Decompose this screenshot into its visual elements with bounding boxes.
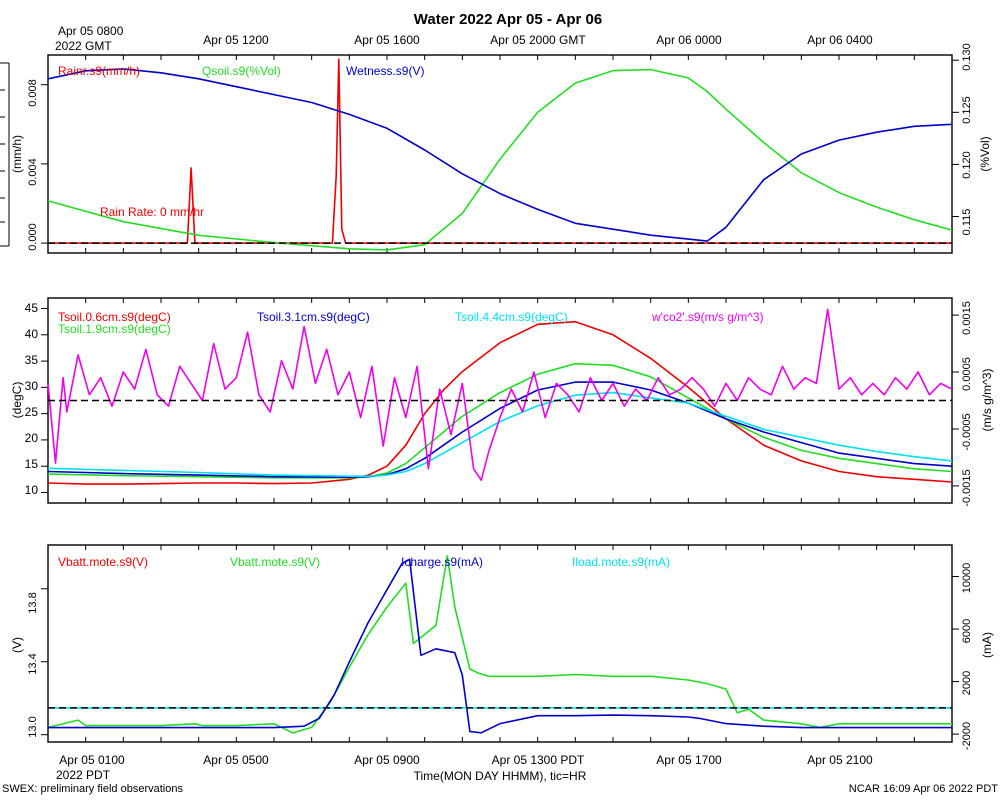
series-line-icharge-s9-ma-2 [48,558,952,734]
water-right-tick-label: 0.130 [961,43,973,71]
power-panel-ticks [41,545,959,742]
power-right-axis-label: (mA) [980,632,994,658]
bottom-axis-unit: 2022 PDT [56,768,111,782]
water-right-axis-label: (%Vol) [978,136,992,171]
temperature-right-axis-label: (m/s g/m^3) [980,369,994,432]
x-axis-label: Time(MON DAY HHMM), tic=HR [414,769,587,783]
temperature-right-tick-label: 0.0005 [961,357,973,391]
temperature-right-tick-label: -0.0005 [961,413,973,450]
temperature-left-tick-label: 10 [25,483,39,497]
power-right-tick-label: 2000 [961,671,973,695]
top-axis-label: Apr 05 2000 GMT [490,33,586,47]
power-right-tick-label: 10000 [961,563,973,594]
power-panel-frame [47,544,953,743]
water-right-tick-label: 0.125 [961,96,973,124]
legend-wco2: w'co2'.s9(m/s g/m^3) [651,310,764,324]
temperature-left-tick-label: 25 [25,405,39,419]
temperature-left-tick-label: 20 [25,431,39,445]
bottom-axis-label: Apr 05 0900 [354,753,420,767]
top-axis-label: Apr 06 0400 [807,33,873,47]
top-axis-label: Apr 06 0000 [656,33,722,47]
top-axis-label: Apr 05 1600 [354,33,420,47]
water-left-tick-label: 0.000 [27,223,39,251]
rain-rate-annotation: Rain Rate: 0 mm/hr [100,205,204,219]
water-left-tick-label: 0.004 [27,158,39,186]
power-left-tick-label: 13.0 [27,716,39,737]
bottom-axis-label: Apr 05 1300 PDT [492,753,585,767]
temperature-left-tick-label: 40 [25,327,39,341]
partial-left-frame [0,62,10,247]
chart-title: Water 2022 Apr 05 - Apr 06 [414,11,602,28]
water-left-tick-label: 0.008 [27,79,39,107]
water-right-tick-label: 0.115 [961,209,973,236]
series-line-w-co2-s9-m-s-g-m-3-4 [47,308,953,482]
power-right-tick-label: -2000 [961,722,973,750]
legend-wetness: Wetness.s9(V) [346,64,424,78]
power-right-tick-label: 6000 [961,619,973,643]
legend-vbatt-red: Vbatt.mote.s9(V) [58,555,148,569]
series-line-tsoil-3-1cm-s9-degc-2 [47,381,953,479]
power-panel: Vbatt.mote.s9(V) Vbatt.mote.s9(V) Icharg… [10,544,994,750]
legend-tsoil-31: Tsoil.3.1cm.s9(degC) [257,310,370,324]
series-line-wetness-s9-v-2 [47,68,953,242]
series-line-rainr-s9-mm-h-0 [48,58,952,244]
bottom-axis-label: Apr 05 1700 [656,753,722,767]
temperature-left-tick-label: 30 [25,379,39,393]
power-left-tick-label: 13.4 [27,653,39,674]
water-left-axis-label: (mm/h) [10,135,24,173]
temperature-right-tick-label: 0.0015 [961,301,973,335]
footer-right-note: NCAR 16:09 Apr 06 2022 PDT [849,783,998,795]
bottom-axis-label: Apr 05 0100 [59,753,125,767]
footer-left-note: SWEX: preliminary field observations [2,783,183,795]
series-line-qsoil-s9-vol-1 [47,68,953,251]
temperature-panel-ticks [41,298,959,503]
water-panel-frame [47,54,953,254]
legend-tsoil-44: Tsoil.4.4cm.s9(degC) [455,310,568,324]
legend-qsoil: Qsoil.s9(%Vol) [202,64,281,78]
legend-tsoil-19: Tsoil.1.9cm.s9(degC) [58,322,171,336]
series-line-vbatt-mote-s9-v-1 [47,555,952,734]
power-left-tick-label: 13.8 [27,592,39,613]
top-axis-label: Apr 05 1200 [203,33,269,47]
bottom-axis-label: Apr 05 2100 [807,753,873,767]
temperature-right-tick-label: -0.0015 [961,469,973,506]
legend-iload: Iload.mote.s9(mA) [572,555,670,569]
legend-tsoil-06: Tsoil.0.6cm.s9(degC) [58,310,171,324]
top-axis-first-label-line2: 2022 GMT [55,39,112,53]
temperature-left-tick-label: 45 [25,301,39,315]
bottom-axis-label: Apr 05 0500 [203,753,269,767]
series-line-tsoil-4-4cm-s9-degc-3 [47,391,953,478]
series-line-tsoil-0-6cm-s9-degc-0 [47,320,953,485]
temperature-left-tick-label: 15 [25,457,39,471]
legend-rainr: Rainr.s9(mm/h) [58,64,140,78]
power-left-axis-label: (V) [10,637,24,653]
water-panel-ticks [41,55,959,253]
top-axis-first-label-line1: Apr 05 0800 [58,24,124,38]
water-panel: Rainr.s9(mm/h) Qsoil.s9(%Vol) Wetness.s9… [10,43,992,254]
temperature-panel: Tsoil.0.6cm.s9(degC) Tsoil.1.9cm.s9(degC… [10,297,994,507]
legend-vbatt-green: Vbatt.mote.s9(V) [230,555,320,569]
temperature-left-tick-label: 35 [25,353,39,367]
water-right-tick-label: 0.120 [961,151,973,179]
temperature-left-axis-label: (degC) [10,382,24,419]
legend-icharge: Icharge.s9(mA) [401,555,483,569]
